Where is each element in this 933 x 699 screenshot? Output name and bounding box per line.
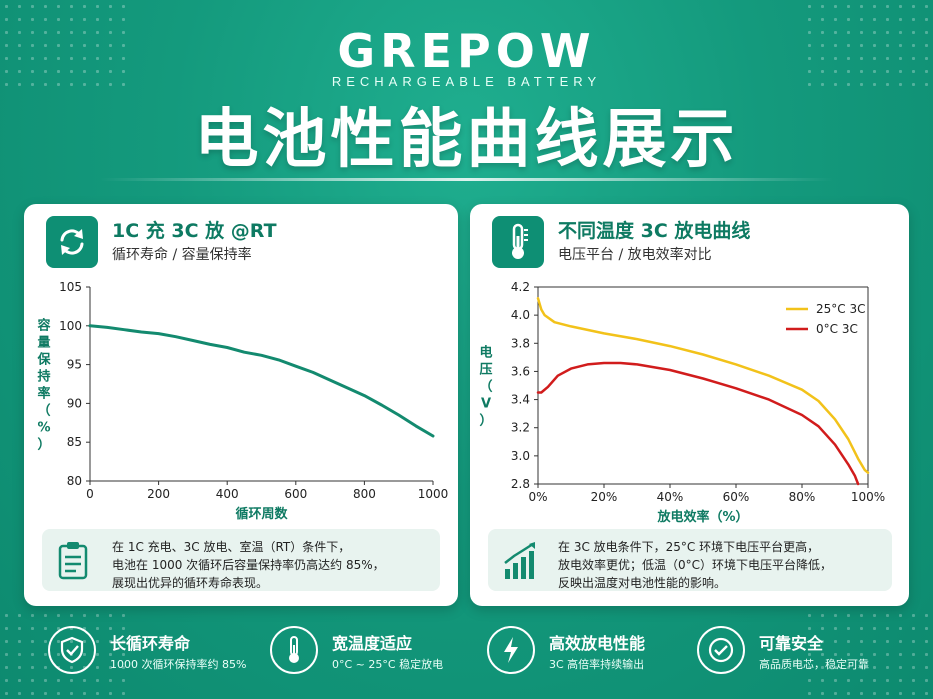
note-line: 电池在 1000 次循环后容量保持率仍高达约 85%， <box>112 558 385 572</box>
y-tick-label: 95 <box>67 358 82 372</box>
thermometer-icon <box>270 626 318 674</box>
x-tick-label: 0 <box>86 487 94 501</box>
cycle-life-card: 1C 充 3C 放 @RT 循环寿命 / 容量保持率 0 200 400 600 800… <box>24 204 458 606</box>
discharge-curve-chart: 0% 20% 40% 60% 80% 100% 2.8 3.0 3.2 3.4 3.6 3.8 4.0 4… <box>479 280 885 525</box>
cycle-card-subtitle: 循环寿命 / 容量保持率 <box>112 247 252 263</box>
y-axis-label-char: ） <box>37 437 50 453</box>
feature-title: 宽温度适应 <box>332 634 413 653</box>
x-tick-label: 60% <box>723 490 750 504</box>
feature-title: 高效放电性能 <box>549 634 646 653</box>
series-line-2 <box>536 361 860 486</box>
y-tick-label: 3.4 <box>511 393 530 407</box>
y-axis-label-char: V <box>481 397 491 412</box>
x-tick-label: 200 <box>147 487 170 501</box>
x-tick-label: 600 <box>284 487 307 501</box>
note-line: 在 1C 充电、3C 放电、室温（RT）条件下， <box>112 540 351 554</box>
discharge-note: 在 3C 放电条件下，25°C 环境下电压平台更高， 放电效率更优；低温（0°C… <box>488 529 892 591</box>
y-axis-label-char: 率 <box>37 386 50 402</box>
y-axis-label-char: % <box>37 421 50 436</box>
feature-subtitle: 高品质电芯，稳定可靠 <box>759 658 869 671</box>
lightning-icon <box>487 626 535 674</box>
note-line: 展现出优异的循环寿命表现。 <box>112 576 269 590</box>
decor-dots <box>0 0 130 90</box>
feature-subtitle: 1000 次循环保持率约 85% <box>110 658 247 671</box>
decor-dots <box>803 0 933 90</box>
note-line: 反映出温度对电池性能的影响。 <box>558 576 727 590</box>
y-tick-label: 90 <box>67 396 82 410</box>
refresh-cycle-icon <box>46 216 98 268</box>
series-line-1 <box>536 297 870 474</box>
y-tick-label: 80 <box>67 474 82 488</box>
decor-dots <box>803 609 933 699</box>
shield-check-icon <box>48 626 96 674</box>
y-tick-label: 3.8 <box>511 336 530 350</box>
discharge-card-title: 不同温度 3C 放电曲线 <box>558 220 751 242</box>
page-title: 电池性能曲线展示 <box>194 103 739 177</box>
x-tick-label: 20% <box>591 490 618 504</box>
cycle-note-text: 在 1C 充电、3C 放电、室温（RT）条件下， 电池在 1000 次循环后容量… <box>112 538 385 592</box>
clipboard-icon <box>56 541 92 585</box>
y-axis-label-char: 电 <box>479 345 492 361</box>
x-tick-label: 40% <box>657 490 684 504</box>
cycle-card-title: 1C 充 3C 放 @RT <box>112 220 277 242</box>
feature-subtitle: 3C 高倍率持续输出 <box>549 658 645 671</box>
cycle-life-chart: 0 200 400 600 800 1000 80 85 90 95 100 105 循环周数 容量保持率… <box>36 280 449 522</box>
y-tick-label: 2.8 <box>511 477 530 491</box>
y-tick-label: 85 <box>67 435 82 449</box>
discharge-note-text: 在 3C 放电条件下，25°C 环境下电压平台更高， 放电效率更优；低温（0°C… <box>558 538 832 592</box>
y-axis-label-char: （ <box>37 403 50 419</box>
x-tick-label: 100% <box>851 490 885 504</box>
note-line: 在 3C 放电条件下，25°C 环境下电压平台更高， <box>558 540 820 554</box>
x-axis-label: 循环周数 <box>235 506 288 522</box>
discharge-card-subtitle: 电压平台 / 放电效率对比 <box>558 247 712 263</box>
series-line-1 <box>88 324 435 438</box>
y-axis-label-char: 保 <box>36 352 51 368</box>
feature-subtitle: 0°C ~ 25°C 稳定放电 <box>332 658 444 671</box>
legend-label: 0°C 3C <box>816 322 858 336</box>
y-tick-label: 4.0 <box>511 308 530 322</box>
bar-chart-trend-icon <box>502 541 538 585</box>
y-axis-label-char: ） <box>479 413 492 429</box>
x-axis-label: 放电效率（%） <box>656 509 748 525</box>
x-tick-label: 1000 <box>418 487 449 501</box>
check-circle-icon <box>697 626 745 674</box>
feature-title: 长循环寿命 <box>110 634 191 653</box>
discharge-card: 不同温度 3C 放电曲线 电压平台 / 放电效率对比 0% 20% 40% 60% 80… <box>470 204 909 606</box>
y-axis-label-char: 容 <box>36 318 50 334</box>
x-tick-label: 0% <box>528 490 547 504</box>
y-axis-label-char: 持 <box>37 369 50 385</box>
thermometer-icon <box>492 216 544 268</box>
cycle-note: 在 1C 充电、3C 放电、室温（RT）条件下， 电池在 1000 次循环后容量… <box>42 529 440 591</box>
y-axis-label-char: （ <box>479 379 492 395</box>
y-axis-label-char: 量 <box>37 336 50 351</box>
title-glow-line <box>100 178 833 181</box>
feature-title: 可靠安全 <box>759 634 824 653</box>
x-tick-label: 800 <box>353 487 376 501</box>
y-tick-label: 105 <box>59 280 82 294</box>
legend-label: 25°C 3C <box>816 302 865 316</box>
y-tick-label: 4.2 <box>511 280 530 294</box>
brand-tagline: RECHARGEABLE BATTERY <box>331 74 602 89</box>
x-tick-label: 80% <box>789 490 816 504</box>
brand-logo: GREPOW RECHARGEABLE BATTERY <box>0 26 933 89</box>
y-tick-label: 3.6 <box>511 364 530 378</box>
y-tick-label: 3.0 <box>511 449 530 463</box>
note-line: 放电效率更优；低温（0°C）环境下电压平台降低， <box>558 558 833 572</box>
brand-name: GREPOW <box>337 24 596 78</box>
y-axis-label-char: 压 <box>479 363 492 378</box>
y-tick-label: 3.2 <box>511 421 530 435</box>
y-tick-label: 100 <box>59 319 82 333</box>
x-tick-label: 400 <box>216 487 239 501</box>
